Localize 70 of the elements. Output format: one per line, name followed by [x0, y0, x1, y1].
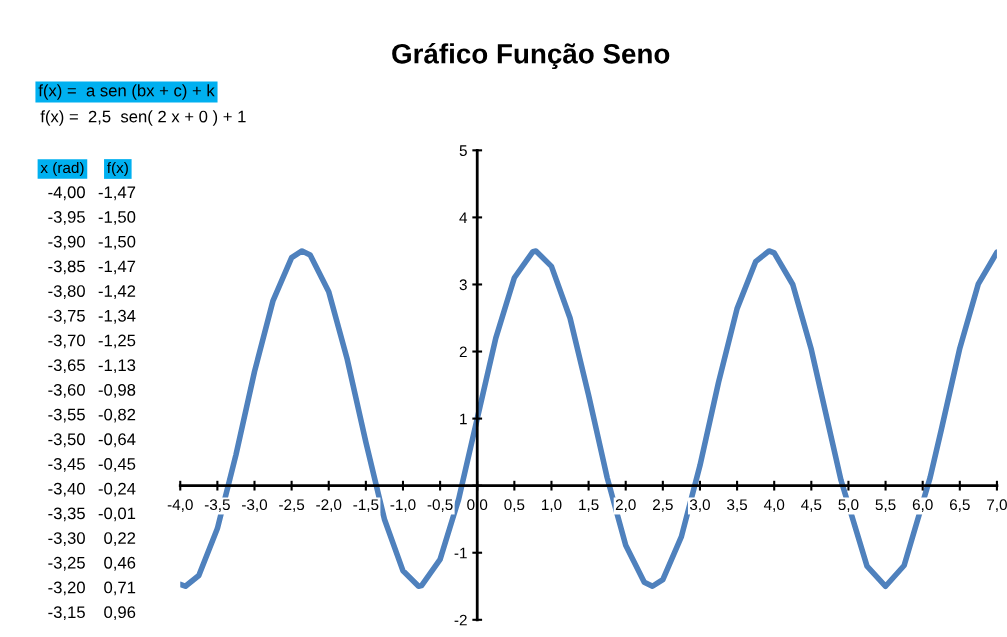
x-tick-label: 7,0	[987, 499, 1007, 512]
text: -1,47	[98, 186, 136, 201]
text: -3,70	[48, 334, 85, 349]
y-tick-label: 5	[459, 145, 467, 157]
x-tick-label: -3,0	[242, 499, 268, 512]
text: -3,30	[48, 532, 85, 546]
text: -3,20	[48, 581, 85, 596]
text: -3,95	[48, 211, 85, 225]
text: -1,50	[98, 211, 136, 225]
x-tick-label: -4,0	[167, 499, 193, 512]
x-tick-label: 2,5	[652, 499, 673, 512]
text: 0,46	[104, 556, 136, 571]
text: -3,85	[48, 260, 85, 275]
text: -1,42	[98, 285, 136, 299]
y-tick-label: -1	[454, 547, 467, 559]
x-tick-label: 1,5	[579, 499, 599, 512]
text: 0,22	[104, 532, 136, 546]
x-tick-label: 6,5	[949, 499, 970, 512]
text: -0,98	[98, 383, 136, 398]
x-tick-label: 3,0	[689, 499, 710, 512]
text: f(x) = 2,5 sen( 2 x + 0 ) + 1	[40, 110, 246, 126]
text: -3,55	[48, 408, 85, 423]
x-tick-label: 0,5	[504, 499, 525, 512]
x-tick-label: 6,0	[912, 499, 933, 512]
y-tick-label: -2	[454, 614, 467, 626]
x-tick-label: -1,0	[390, 499, 416, 512]
x-tick-label: 5,5	[875, 499, 896, 512]
text: -3,15	[48, 606, 85, 621]
x-tick-label: 1,0	[542, 499, 562, 512]
text: -0,24	[98, 482, 136, 497]
x-tick-label: 2,0	[615, 499, 636, 512]
text: -1,47	[98, 260, 136, 275]
text: -0,45	[98, 458, 136, 472]
y-tick-label: 3	[459, 279, 467, 291]
text: -0,01	[98, 507, 136, 522]
text: x (rad)	[40, 161, 84, 177]
x-tick-label: 5,0	[838, 499, 859, 512]
text: -3,45	[48, 458, 85, 472]
x-tick-label: -1,5	[353, 499, 379, 512]
y-tick-label: 4	[459, 212, 468, 223]
text: -3,80	[48, 285, 85, 299]
x-tick-label: 4,0	[763, 499, 785, 512]
text: -3,50	[48, 433, 85, 448]
text: -3,60	[48, 383, 85, 398]
x-tick-label: 4,5	[801, 499, 822, 512]
x-tick-label: -3,5	[204, 499, 230, 512]
text: -1,25	[98, 334, 136, 349]
text: f(x) = a sen (bx + c) + k	[38, 84, 215, 100]
text: -3,90	[48, 235, 85, 250]
text: 0,71	[104, 581, 136, 596]
x-tick-label: 3,5	[727, 499, 748, 512]
text: -3,40	[48, 482, 85, 497]
text: -3,35	[48, 507, 85, 522]
text: -3,25	[48, 556, 85, 571]
chart-title: Gráfico Função Seno	[392, 42, 670, 70]
x-tick-label: -0,5	[427, 499, 453, 512]
x-tick-label: -2,0	[316, 499, 342, 512]
text: -0,64	[98, 433, 136, 448]
text: -3,65	[48, 359, 85, 374]
text: -0,82	[98, 408, 136, 423]
text: -1,34	[98, 309, 136, 324]
x-tick-label: -2,5	[279, 499, 305, 512]
text: -3,75	[48, 309, 85, 324]
text: f(x)	[107, 161, 128, 177]
y-tick-label: 2	[459, 346, 467, 358]
text: -1,13	[98, 359, 136, 374]
text: 0,96	[104, 606, 136, 621]
text: -4,00	[48, 186, 85, 201]
y-tick-label: 1	[460, 413, 467, 425]
text: -1,50	[98, 235, 136, 250]
